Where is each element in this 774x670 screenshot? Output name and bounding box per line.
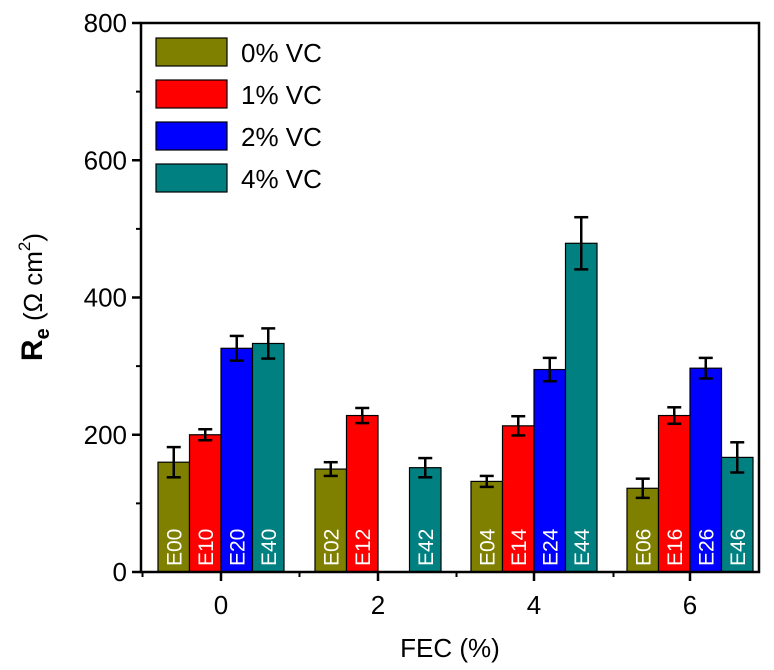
bar-label: E16 — [664, 529, 687, 566]
error-bars-layer — [166, 215, 745, 500]
bars-layer — [157, 242, 754, 573]
bar-label: E44 — [571, 528, 594, 566]
legend-swatch — [155, 79, 228, 109]
bar-label: E04 — [476, 528, 499, 566]
bar-label: E02 — [320, 529, 343, 566]
x-tick-label: 2 — [371, 590, 385, 620]
bar-label: E26 — [695, 529, 718, 566]
bar-label: E14 — [508, 528, 531, 566]
bar — [314, 468, 348, 573]
bar-label: E10 — [195, 529, 218, 566]
bar — [345, 414, 379, 573]
x-tick-label: 0 — [214, 590, 228, 620]
legend-label: 1% VC — [241, 80, 322, 110]
bar-label: E24 — [539, 528, 562, 566]
legend: 0% VC 1% VC 2% VC 4% VC — [155, 37, 322, 194]
bar-labels-layer: E00 E02 E04 E06 E10 E12 E14 E16 E20 E24 E26 E40 E42 E… — [163, 528, 750, 566]
bar — [251, 342, 285, 573]
axis-ticks-layer: 0 200 400 600 800 0 2 4 6 — [84, 8, 698, 620]
legend-swatch — [155, 163, 228, 193]
bar — [564, 242, 598, 573]
bar — [157, 461, 191, 573]
bar-label: E20 — [226, 529, 249, 566]
x-axis-title: FEC (%) — [400, 633, 500, 663]
legend-label: 0% VC — [241, 38, 322, 68]
bar-label: E42 — [415, 529, 438, 566]
bar — [657, 414, 691, 573]
y-axis-title-unit: (Ω cm — [18, 251, 48, 328]
x-tick-label: 6 — [683, 590, 697, 620]
y-axis-title-sup: 2 — [15, 242, 34, 251]
y-axis-title: Re (Ω cm2) — [15, 233, 54, 361]
x-tick-label: 4 — [527, 590, 541, 620]
y-tick-label: 400 — [84, 283, 127, 313]
legend-label: 4% VC — [241, 164, 322, 194]
y-tick-label: 200 — [84, 420, 127, 450]
y-tick-label: 600 — [84, 145, 127, 175]
bar — [533, 368, 567, 573]
legend-swatch — [155, 37, 228, 67]
y-axis-title-main: R — [16, 339, 49, 361]
legend-swatch — [155, 121, 228, 151]
bar-label: E06 — [632, 529, 655, 566]
y-tick-label: 0 — [113, 557, 127, 587]
legend-label: 2% VC — [241, 122, 322, 152]
bar-label: E46 — [727, 529, 750, 566]
bar-label: E40 — [258, 529, 281, 566]
y-axis-title-sub: e — [32, 328, 54, 339]
bar-label: E00 — [163, 529, 186, 566]
y-axis-title-close: ) — [18, 233, 48, 242]
y-tick-label: 800 — [84, 8, 127, 38]
bar-label: E12 — [352, 529, 375, 566]
